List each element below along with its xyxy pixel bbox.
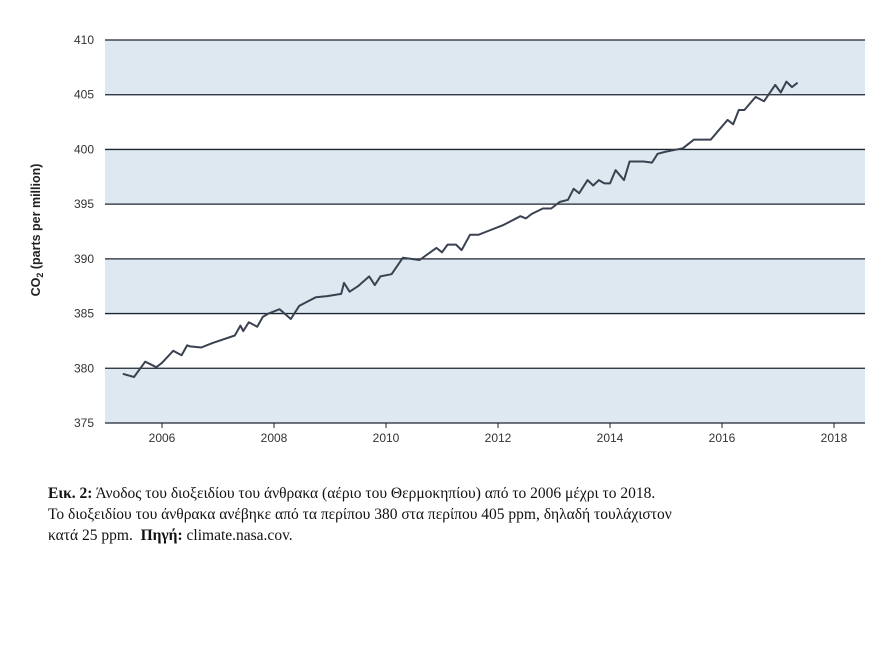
- figure-caption: Εικ. 2: Άνοδος του διοξειδίου του άνθρακ…: [48, 483, 848, 546]
- x-tick-label: 2018: [821, 431, 848, 445]
- caption-source-label: Πηγή:: [140, 527, 183, 544]
- y-tick-label: 385: [74, 307, 94, 321]
- x-tick-label: 2014: [597, 431, 624, 445]
- y-tick-label: 400: [74, 142, 94, 156]
- y-axis-label-main: CO: [29, 277, 43, 296]
- gridline-layer: [105, 39, 865, 424]
- band-layer: [105, 40, 865, 423]
- y-tick-label: 410: [74, 33, 94, 47]
- x-tick-label: 2012: [485, 431, 512, 445]
- y-axis-label-rest: (parts per million): [29, 164, 43, 273]
- y-tick-label: 395: [74, 197, 94, 211]
- background-band: [105, 368, 865, 423]
- x-tick-label: 2016: [709, 431, 736, 445]
- caption-source-value: climate.nasa.cov.: [182, 527, 293, 544]
- background-band: [105, 40, 865, 95]
- x-tick-label: 2010: [373, 431, 400, 445]
- y-tick-label: 375: [74, 416, 94, 430]
- co2-series-line: [122, 80, 799, 378]
- y-axis-label-sub: 2: [35, 273, 45, 278]
- co2-chart: 375 380 385 390 395 400 405 410 2006 2008 2010 201…: [29, 33, 865, 445]
- x-tick-label: 2006: [149, 431, 176, 445]
- y-tick-label: 380: [74, 361, 94, 375]
- caption-label: Εικ. 2:: [48, 485, 93, 502]
- caption-line-3: κατά 25 ppm. Πηγή: climate.nasa.cov.: [48, 525, 848, 546]
- y-axis-label: CO2 (parts per million): [29, 164, 45, 297]
- caption-line-3-text: κατά 25 ppm.: [48, 527, 133, 544]
- x-tick-label: 2008: [261, 431, 288, 445]
- background-band: [105, 149, 865, 205]
- x-tick-layer: 2006 2008 2010 2012 2014 2016 2018: [149, 423, 848, 445]
- y-tick-layer: 375 380 385 390 395 400 405 410: [74, 33, 94, 430]
- y-tick-label: 390: [74, 252, 94, 266]
- caption-line-1: Εικ. 2: Άνοδος του διοξειδίου του άνθρακ…: [48, 483, 848, 504]
- y-tick-label: 405: [74, 88, 94, 102]
- background-band: [105, 258, 865, 314]
- caption-line-1-text: Άνοδος του διοξειδίου του άνθρακα (αέριο…: [92, 485, 656, 502]
- caption-line-2: Το διοξειδίου του άνθρακα ανέβηκε από τα…: [48, 506, 672, 523]
